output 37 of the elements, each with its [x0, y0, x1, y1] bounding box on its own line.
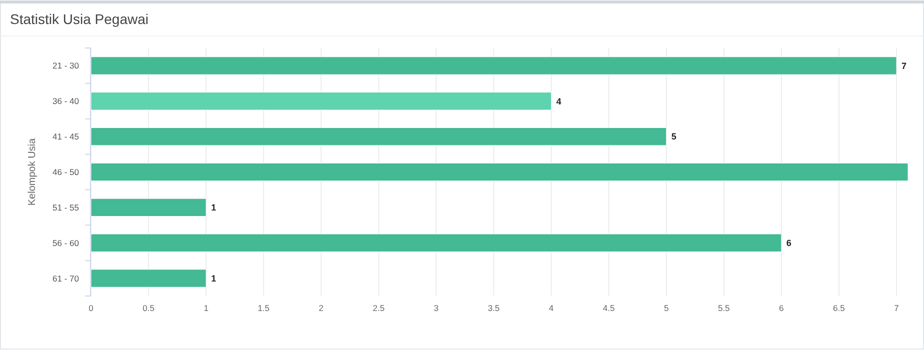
bar [90, 56, 897, 75]
x-tick-label: 5.5 [718, 303, 730, 313]
y-tick-label: 21 - 30 [52, 60, 80, 71]
data-label: 1 [211, 202, 216, 213]
x-tick-label: 6.5 [833, 303, 846, 313]
x-tick-label: 2.5 [372, 303, 385, 313]
x-tick-label: 5 [664, 303, 669, 313]
y-axis-title: Kelompok Usia [27, 138, 38, 206]
bar [90, 234, 782, 252]
y-tick-label: 46 - 50 [52, 166, 80, 177]
chart-title: Statistik Usia Pegawai [10, 11, 149, 27]
bar [90, 269, 206, 288]
data-label: 4 [556, 96, 562, 106]
x-tick-label: 4.5 [602, 303, 615, 313]
y-tick-label: 41 - 45 [52, 132, 80, 142]
data-label: 5 [671, 132, 676, 142]
x-tick-label: 1 [204, 303, 209, 313]
x-tick-label: 3 [434, 303, 439, 313]
x-tick-label: 0 [88, 303, 94, 313]
x-tick-label: 4 [548, 303, 554, 313]
y-tick-label: 36 - 40 [52, 96, 80, 106]
y-tick-label: 56 - 60 [52, 238, 80, 248]
bar [90, 162, 908, 182]
x-tick-label: 7 [894, 303, 900, 313]
bar [90, 92, 552, 110]
x-tick-label: 0.5 [142, 303, 155, 313]
x-tick-label: 3.5 [488, 303, 500, 313]
bar [90, 198, 206, 217]
data-label: 1 [211, 273, 216, 284]
y-tick-label: 51 - 55 [52, 202, 80, 212]
data-label: 7 [901, 60, 907, 71]
data-label: 6 [786, 238, 792, 248]
y-tick-label: 61 - 70 [52, 273, 80, 284]
x-tick-label: 2 [318, 303, 324, 313]
x-tick-label: 6 [779, 303, 784, 313]
x-tick-label: 1.5 [258, 303, 270, 313]
bar [90, 127, 667, 146]
